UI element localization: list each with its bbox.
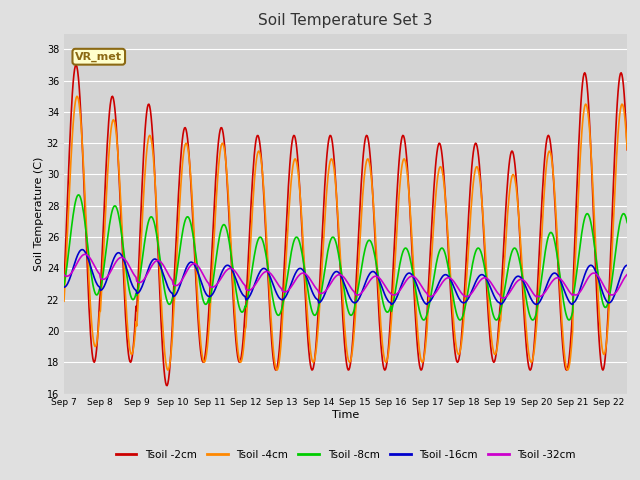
Legend: Tsoil -2cm, Tsoil -4cm, Tsoil -8cm, Tsoil -16cm, Tsoil -32cm: Tsoil -2cm, Tsoil -4cm, Tsoil -8cm, Tsoi… xyxy=(111,445,580,464)
Title: Soil Temperature Set 3: Soil Temperature Set 3 xyxy=(259,13,433,28)
X-axis label: Time: Time xyxy=(332,410,359,420)
Text: VR_met: VR_met xyxy=(76,51,122,62)
Y-axis label: Soil Temperature (C): Soil Temperature (C) xyxy=(34,156,44,271)
